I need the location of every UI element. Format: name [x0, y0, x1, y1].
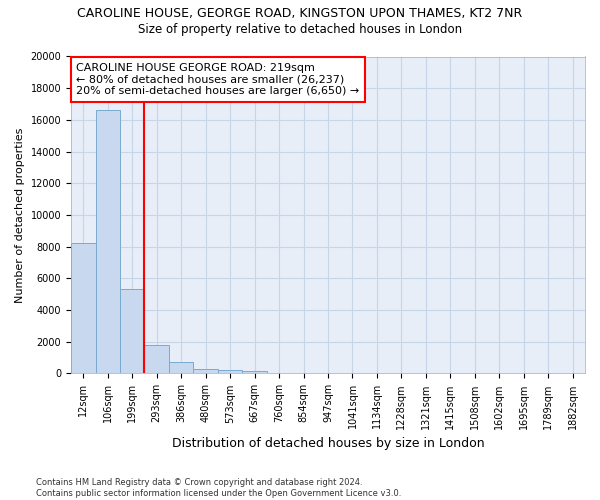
- Bar: [242, 371, 267, 374]
- Bar: [218, 370, 242, 374]
- Bar: [120, 290, 145, 374]
- Bar: [95, 110, 120, 374]
- Bar: [193, 368, 218, 374]
- Bar: [169, 362, 193, 374]
- Text: CAROLINE HOUSE, GEORGE ROAD, KINGSTON UPON THAMES, KT2 7NR: CAROLINE HOUSE, GEORGE ROAD, KINGSTON UP…: [77, 8, 523, 20]
- Text: Contains HM Land Registry data © Crown copyright and database right 2024.
Contai: Contains HM Land Registry data © Crown c…: [36, 478, 401, 498]
- Bar: [145, 345, 169, 374]
- X-axis label: Distribution of detached houses by size in London: Distribution of detached houses by size …: [172, 437, 484, 450]
- Text: Size of property relative to detached houses in London: Size of property relative to detached ho…: [138, 22, 462, 36]
- Bar: [71, 244, 95, 374]
- Text: CAROLINE HOUSE GEORGE ROAD: 219sqm
← 80% of detached houses are smaller (26,237): CAROLINE HOUSE GEORGE ROAD: 219sqm ← 80%…: [76, 63, 359, 96]
- Y-axis label: Number of detached properties: Number of detached properties: [15, 128, 25, 302]
